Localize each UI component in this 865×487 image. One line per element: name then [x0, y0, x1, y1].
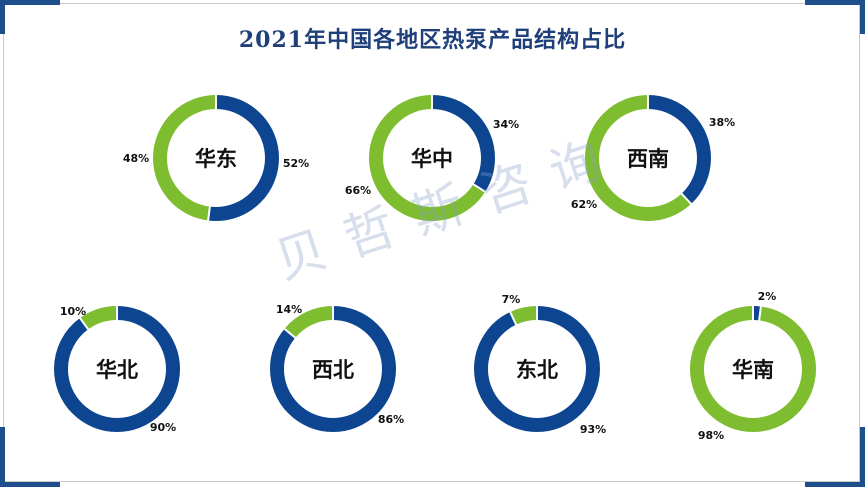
slice-separator: [283, 327, 297, 340]
slice-separator: [680, 192, 693, 206]
chart-frame: [3, 3, 860, 482]
region-label: 西北: [312, 358, 354, 382]
region-label: 东北: [516, 358, 558, 382]
percent-label: 38%: [709, 116, 735, 129]
slice-separator: [78, 316, 90, 331]
corner-mark-top-left-horizontal: [0, 0, 60, 5]
region-label: 华南: [732, 358, 774, 382]
percent-label: 7%: [502, 293, 521, 306]
percent-label: 48%: [123, 152, 149, 165]
slice-separator: [471, 182, 487, 194]
donut-chart-5: 西北 86% 14%: [270, 303, 404, 432]
region-label: 华北: [96, 358, 138, 382]
percent-label: 66%: [345, 184, 371, 197]
region-label: 华东: [195, 147, 237, 171]
region-label: 华中: [411, 147, 453, 171]
donut-chart-6: 东北 93% 7%: [474, 293, 606, 436]
percent-label: 93%: [580, 423, 606, 436]
donut-chart-7: 华南 2% 98%: [690, 290, 816, 442]
donut-chart-1: 华东 52% 48%: [123, 94, 309, 222]
region-label: 西南: [627, 147, 669, 171]
donut-chart-2: 华中 34% 66%: [345, 94, 519, 221]
slice-separator: [206, 205, 211, 222]
percent-label: 62%: [571, 198, 597, 211]
corner-mark-bottom-left-vertical: [0, 427, 5, 487]
percent-label: 14%: [276, 303, 302, 316]
percent-label: 34%: [493, 118, 519, 131]
corner-mark-bottom-right-vertical: [860, 427, 865, 487]
percent-label: 2%: [758, 290, 777, 303]
percent-label: 86%: [378, 413, 404, 426]
slice-separator: [508, 310, 518, 326]
slice-separator: [758, 305, 763, 322]
donut-chart-3: 西南 38% 62%: [571, 94, 735, 221]
percent-label: 10%: [60, 305, 86, 318]
chart-title: 2021年中国各地区热泵产品结构占比: [238, 27, 627, 53]
donut-chart-4: 华北 90% 10%: [54, 305, 180, 434]
corner-mark-bottom-left-horizontal: [0, 482, 60, 487]
percent-label: 98%: [698, 429, 724, 442]
corner-mark-top-right-horizontal: [805, 0, 865, 5]
corner-mark-top-left-vertical: [0, 0, 5, 34]
percent-label: 52%: [283, 157, 309, 170]
corner-mark-top-right-vertical: [860, 0, 865, 34]
percent-label: 90%: [150, 421, 176, 434]
corner-mark-bottom-right-horizontal: [805, 482, 865, 487]
